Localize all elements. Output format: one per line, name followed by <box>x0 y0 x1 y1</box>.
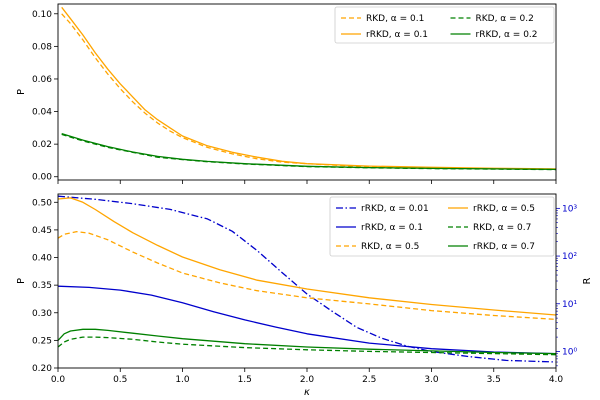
x-tick-label: 1.0 <box>175 375 190 385</box>
legend-label: rRKD, α = 0.5 <box>473 204 535 214</box>
right-tick-label: 10² <box>562 252 577 262</box>
y-tick-label: 0.00 <box>32 173 52 183</box>
y-tick-label: 0.08 <box>32 42 52 52</box>
series-line <box>61 13 556 171</box>
x-tick-label: 0.5 <box>113 375 127 385</box>
bottom-panel: 0.20 0.25 0.30 0.35 0.40 0.45 0.50 0.0 0.5 1.0 1.5… <box>16 193 593 398</box>
top-panel: 0.00 0.02 0.04 0.06 0.08 0.10 P RKD, α = 0.1 rRK… <box>16 3 557 184</box>
x-tick-label: 1.5 <box>238 375 252 385</box>
right-tick-label: 10⁰ <box>562 347 577 357</box>
legend-label: rRKD, α = 0.2 <box>476 30 538 40</box>
series-line <box>58 230 556 321</box>
y-tick-label: 0.50 <box>32 198 52 208</box>
x-tick-label: 2.5 <box>362 375 376 385</box>
series-line <box>58 197 556 316</box>
legend-label: RKD, α = 0.7 <box>473 223 531 233</box>
series-line <box>58 328 556 355</box>
legend-label: RKD, α = 0.1 <box>366 14 424 24</box>
legend-label: rRKD, α = 0.1 <box>366 30 428 40</box>
y-axis-label: P <box>16 89 27 95</box>
x-tick-label: 3.0 <box>424 375 439 385</box>
legend-label: RKD, α = 0.2 <box>476 14 534 24</box>
x-tick-label: 3.5 <box>487 375 501 385</box>
y-axis-label: P <box>16 278 27 284</box>
legend-label: rRKD, α = 0.01 <box>361 204 429 214</box>
y-tick-label: 0.45 <box>32 226 52 236</box>
x-tick-label: 2.0 <box>300 375 315 385</box>
legend-label: rRKD, α = 0.1 <box>361 223 423 233</box>
y-tick-label: 0.30 <box>32 309 52 319</box>
x-axis-label: κ <box>304 387 310 398</box>
series-line <box>58 285 556 355</box>
right-tick-label: 10¹ <box>562 300 577 310</box>
y-tick-label: 0.10 <box>32 10 52 20</box>
y-tick-label: 0.20 <box>32 364 52 374</box>
legend-box <box>334 6 555 44</box>
plot-frame <box>57 3 557 181</box>
legend-box <box>329 196 555 257</box>
y-tick-label: 0.40 <box>32 254 52 264</box>
y-tick-label: 0.04 <box>32 108 52 118</box>
legend-label: RKD, α = 0.5 <box>361 242 419 252</box>
x-tick-label: 0.0 <box>51 375 66 385</box>
series-line <box>61 6 556 170</box>
right-axis-label: R <box>582 277 593 284</box>
right-tick-label: 10³ <box>562 204 577 214</box>
legend-label: rRKD, α = 0.7 <box>473 242 535 252</box>
y-tick-label: 0.35 <box>32 281 52 291</box>
y-tick-label: 0.25 <box>32 336 52 346</box>
series-line <box>61 132 556 171</box>
y-tick-label: 0.02 <box>32 140 52 150</box>
x-tick-label: 4.0 <box>549 375 564 385</box>
y-tick-label: 0.06 <box>32 75 52 85</box>
plot-frame <box>57 193 557 369</box>
series-line <box>58 336 556 356</box>
